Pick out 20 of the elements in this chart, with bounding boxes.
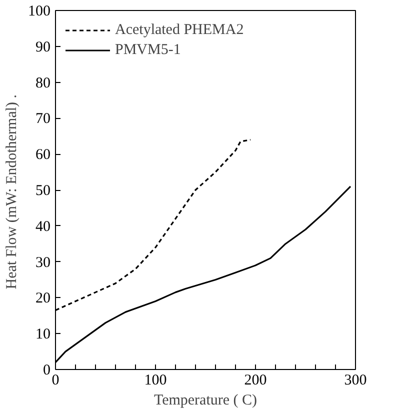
- y-tick-label: 70: [36, 111, 50, 128]
- x-axis-title: Temperature ( C): [154, 392, 258, 408]
- y-tick-label: 30: [36, 254, 50, 271]
- y-tick-label: 40: [36, 218, 50, 235]
- y-tick-label: 100: [28, 4, 50, 20]
- y-tick-label: 0: [43, 362, 50, 378]
- y-tick-label: 60: [36, 147, 50, 164]
- y-tick-label: 20: [36, 290, 50, 307]
- y-axis-title: Heat Flow (mW: Endothermal) .: [4, 94, 20, 290]
- x-tick-label: 100: [144, 372, 167, 388]
- legend-label: Acetylated PHEMA2: [115, 22, 244, 38]
- y-tick-label: 10: [36, 326, 50, 343]
- legend-label: PMVM5-1: [115, 42, 181, 58]
- y-tick-label: 50: [36, 183, 50, 199]
- y-tick-label: 80: [36, 75, 50, 92]
- y-tick-label: 90: [36, 39, 50, 56]
- line-series: [56, 186, 352, 364]
- x-tick-label: 300: [344, 372, 367, 388]
- line-series: [56, 138, 252, 312]
- x-tick-label: 200: [244, 372, 267, 388]
